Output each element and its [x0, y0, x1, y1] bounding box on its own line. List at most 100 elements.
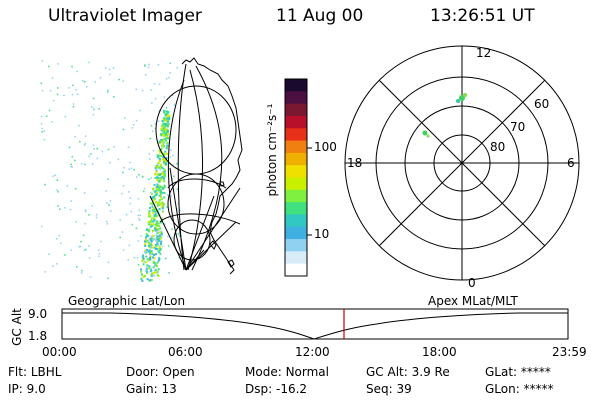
emission-speckle [141, 256, 144, 259]
emission-speckle [151, 224, 154, 227]
emission-speckle [144, 65, 146, 67]
emission-speckle [149, 253, 152, 256]
meridian-line [191, 65, 223, 271]
emission-speckle [156, 156, 159, 159]
emission-speckle [57, 63, 59, 65]
emission-speckle [158, 150, 161, 153]
emission-spot [456, 99, 460, 103]
emission-speckle [166, 141, 169, 144]
emission-speckle [143, 276, 145, 279]
emission-speckle [91, 205, 93, 207]
emission-spot [459, 95, 465, 101]
emission-speckle [146, 278, 149, 281]
emission-speckle [159, 248, 162, 251]
emission-speckle [153, 208, 156, 211]
emission-speckle [160, 140, 163, 143]
emission-speckle [139, 109, 141, 112]
emission-speckle [151, 218, 153, 221]
colorbar-swatch [285, 239, 307, 252]
emission-speckle [160, 133, 163, 135]
emission-speckle [122, 171, 124, 174]
emission-speckle [177, 202, 180, 205]
emission-speckle [176, 188, 179, 190]
emission-speckle [107, 261, 110, 264]
instrument-title: Ultraviolet Imager [48, 6, 202, 26]
emission-speckle [156, 248, 159, 251]
emission-speckle [153, 215, 156, 218]
emission-speckle [159, 163, 162, 166]
emission-speckle [106, 202, 108, 204]
emission-speckle [128, 191, 130, 193]
emission-speckle [74, 135, 76, 138]
emission-speckle [107, 91, 109, 93]
emission-speckle [96, 147, 98, 150]
emission-speckle [63, 94, 65, 97]
emission-speckle [147, 235, 150, 238]
emission-speckle [159, 196, 162, 199]
emission-speckle [176, 162, 178, 165]
emission-speckle [76, 266, 78, 268]
emission-speckle [162, 142, 165, 145]
emission-speckle [90, 153, 92, 155]
emission-speckle [141, 260, 144, 263]
meridian-line [169, 167, 187, 271]
emission-speckle [161, 120, 164, 122]
coastline-fragment [209, 240, 217, 250]
emission-speckle [70, 200, 72, 202]
emission-speckle [156, 191, 158, 194]
emission-speckle [149, 258, 152, 260]
emission-speckle [133, 169, 135, 171]
emission-speckle [70, 249, 73, 251]
emission-speckle [165, 112, 168, 115]
emission-speckle [121, 192, 123, 195]
emission-speckle [155, 263, 158, 266]
emission-speckle [135, 119, 138, 122]
emission-speckle [168, 114, 171, 117]
lat-label-80: 80 [490, 140, 506, 154]
emission-speckle [52, 175, 54, 177]
emission-speckle [142, 254, 144, 257]
emission-speckle [84, 135, 87, 137]
emission-speckle [129, 161, 131, 164]
emission-speckle [155, 193, 158, 196]
coastline-fragment [227, 259, 235, 268]
emission-speckle [159, 168, 161, 171]
emission-speckle [155, 253, 157, 256]
emission-speckle [153, 246, 156, 249]
info-glat: GLat: ***** [485, 365, 551, 379]
emission-speckle [122, 185, 125, 187]
timeline-x-tick: 18:00 [422, 345, 457, 359]
emission-speckle [92, 97, 95, 100]
emission-speckle [88, 61, 90, 64]
emission-speckle [173, 175, 175, 178]
info-seq: Seq: 39 [366, 382, 412, 396]
emission-speckle [139, 214, 141, 217]
emission-speckle [166, 194, 169, 196]
emission-speckle [164, 174, 167, 177]
timeline-x-tick: 06:00 [168, 345, 203, 359]
emission-speckle [152, 230, 155, 233]
emission-speckle [83, 249, 85, 251]
emission-speckle [153, 183, 156, 186]
emission-speckle [164, 113, 167, 116]
emission-speckle [130, 167, 133, 170]
emission-speckle [162, 202, 165, 205]
emission-speckle [166, 115, 169, 118]
emission-speckle [108, 204, 110, 206]
emission-speckle [160, 233, 163, 236]
emission-speckle [110, 210, 112, 212]
colorbar-frame [284, 78, 308, 277]
emission-speckle [159, 151, 162, 154]
emission-speckle [88, 257, 91, 259]
emission-speckle [162, 124, 165, 127]
emission-speckle [135, 227, 138, 229]
emission-spot [422, 130, 428, 136]
emission-speckle [148, 228, 151, 231]
info-ip: IP: 9.0 [8, 382, 46, 396]
emission-speckle [144, 240, 146, 243]
emission-speckle [146, 264, 149, 267]
emission-speckle [142, 263, 145, 266]
emission-speckle [153, 199, 156, 202]
emission-speckle [146, 249, 149, 251]
emission-speckle [158, 258, 161, 260]
